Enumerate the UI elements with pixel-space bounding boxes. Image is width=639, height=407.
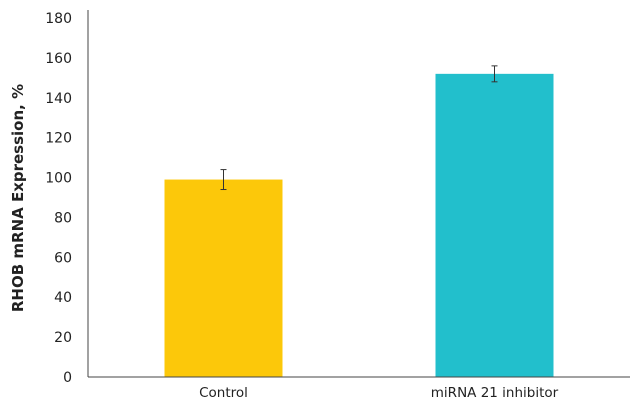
bar bbox=[435, 73, 554, 377]
y-tick-label: 60 bbox=[54, 250, 72, 266]
y-tick-label: 120 bbox=[45, 131, 72, 147]
y-tick-label: 140 bbox=[45, 91, 72, 107]
bar bbox=[164, 179, 283, 377]
y-tick-label: 20 bbox=[54, 330, 72, 346]
error-bar bbox=[491, 65, 498, 83]
y-tick-label: 160 bbox=[45, 51, 72, 67]
bars bbox=[164, 73, 554, 377]
y-tick-label: 180 bbox=[45, 11, 72, 27]
y-tick-label: 40 bbox=[54, 290, 72, 306]
error-bars bbox=[220, 65, 498, 191]
error-bar bbox=[220, 169, 227, 191]
y-tick-label: 100 bbox=[45, 171, 72, 187]
y-tick-label: 80 bbox=[54, 210, 72, 226]
y-axis-title: RHOB mRNA Expression, % bbox=[9, 84, 27, 312]
x-tick-label: miRNA 21 inhibitor bbox=[431, 385, 559, 401]
x-tick-labels: Control miRNA 21 inhibitor bbox=[199, 385, 559, 401]
x-tick-label: Control bbox=[199, 385, 248, 401]
y-tick-label: 0 bbox=[63, 370, 72, 386]
y-tick-labels: 0 20 40 60 80 100 120 140 160 180 bbox=[45, 11, 72, 386]
